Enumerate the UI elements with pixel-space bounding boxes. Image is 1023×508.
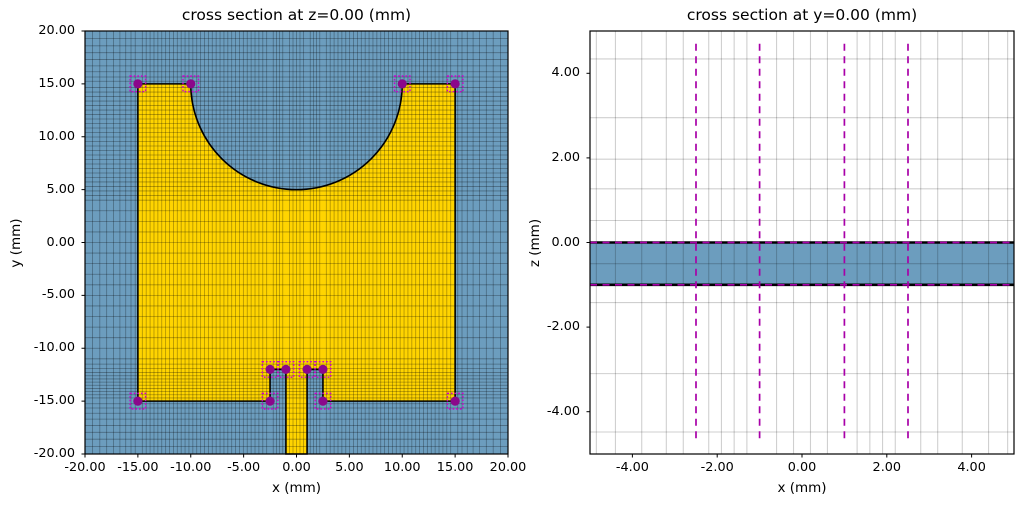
x-tick-label: 0.00: [787, 460, 817, 475]
x-axis-label: x (mm): [271, 480, 322, 496]
primitive-marker-box: [277, 360, 295, 378]
primitive-marker-dot: [133, 79, 143, 89]
primitive-marker-dot: [318, 364, 328, 374]
x-tick-label: 0.00: [282, 460, 311, 475]
y-tick-label: -4.00: [546, 403, 580, 419]
y-tick-label: 15.00: [38, 75, 75, 91]
primitive-marker-dot: [397, 79, 407, 89]
primitive-marker-box: [446, 392, 464, 410]
x-tick-label: 5.00: [335, 460, 364, 475]
y-tick-label: 0.00: [46, 234, 76, 250]
substrate-slab: [590, 242, 1014, 285]
y-tick-label: 0.00: [551, 234, 581, 250]
x-axis-label: x (mm): [777, 480, 827, 496]
y-tick-label: -5.00: [41, 287, 75, 303]
primitive-marker-box: [129, 392, 147, 410]
patch-metal-region: [137, 83, 456, 454]
primitive-marker-dot: [186, 79, 196, 89]
primitive-marker-dot: [281, 364, 291, 374]
y-tick-label: -10.00: [33, 340, 75, 356]
y-tick-label: 2.00: [551, 149, 581, 165]
primitive-marker-box: [314, 360, 332, 378]
chart-title: cross section at y=0.00 (mm): [686, 6, 918, 24]
primitive-marker-dot: [450, 79, 460, 89]
y-tick-label: 4.00: [551, 65, 581, 81]
primitive-marker-box: [393, 75, 411, 93]
x-tick-label: -4.00: [615, 460, 649, 475]
y-tick-label: -2.00: [546, 319, 580, 335]
x-tick-label: -20.00: [64, 460, 106, 475]
x-tick-label: 2.00: [872, 460, 902, 475]
primitive-marker-dot: [265, 396, 275, 406]
x-tick-label: 15.00: [436, 460, 474, 475]
chart-title: cross section at z=0.00 (mm): [181, 6, 412, 24]
y-tick-label: -15.00: [33, 393, 75, 409]
x-tick-label: -5.00: [227, 460, 261, 475]
y-tick-label: 10.00: [38, 128, 75, 144]
x-tick-label: 10.00: [383, 460, 421, 475]
primitive-marker-box: [314, 392, 332, 410]
xy-plot-area: [81, 30, 509, 458]
x-tick-label: -10.00: [170, 460, 212, 475]
mesh-grid: [85, 31, 508, 454]
primitive-marker-box: [261, 392, 279, 410]
x-tick-label: -15.00: [117, 460, 159, 475]
x-tick-label: -2.00: [700, 460, 734, 475]
primitive-marker-box: [182, 75, 200, 93]
primitive-marker-dot: [302, 364, 312, 374]
y-tick-label: 5.00: [46, 181, 76, 197]
primitive-marker-dot: [450, 396, 460, 406]
xz-plot-area: [586, 30, 1015, 458]
primitive-marker-dot: [133, 396, 143, 406]
y-tick-label: 20.00: [38, 23, 75, 38]
primitive-marker-box: [129, 75, 147, 93]
primitive-marker-dot: [265, 364, 275, 374]
y-tick-label: -20.00: [33, 446, 75, 461]
primitive-marker-box: [446, 75, 464, 93]
primitive-marker-dot: [318, 396, 328, 406]
x-tick-label: 20.00: [489, 460, 527, 475]
x-tick-label: 4.00: [957, 460, 986, 475]
